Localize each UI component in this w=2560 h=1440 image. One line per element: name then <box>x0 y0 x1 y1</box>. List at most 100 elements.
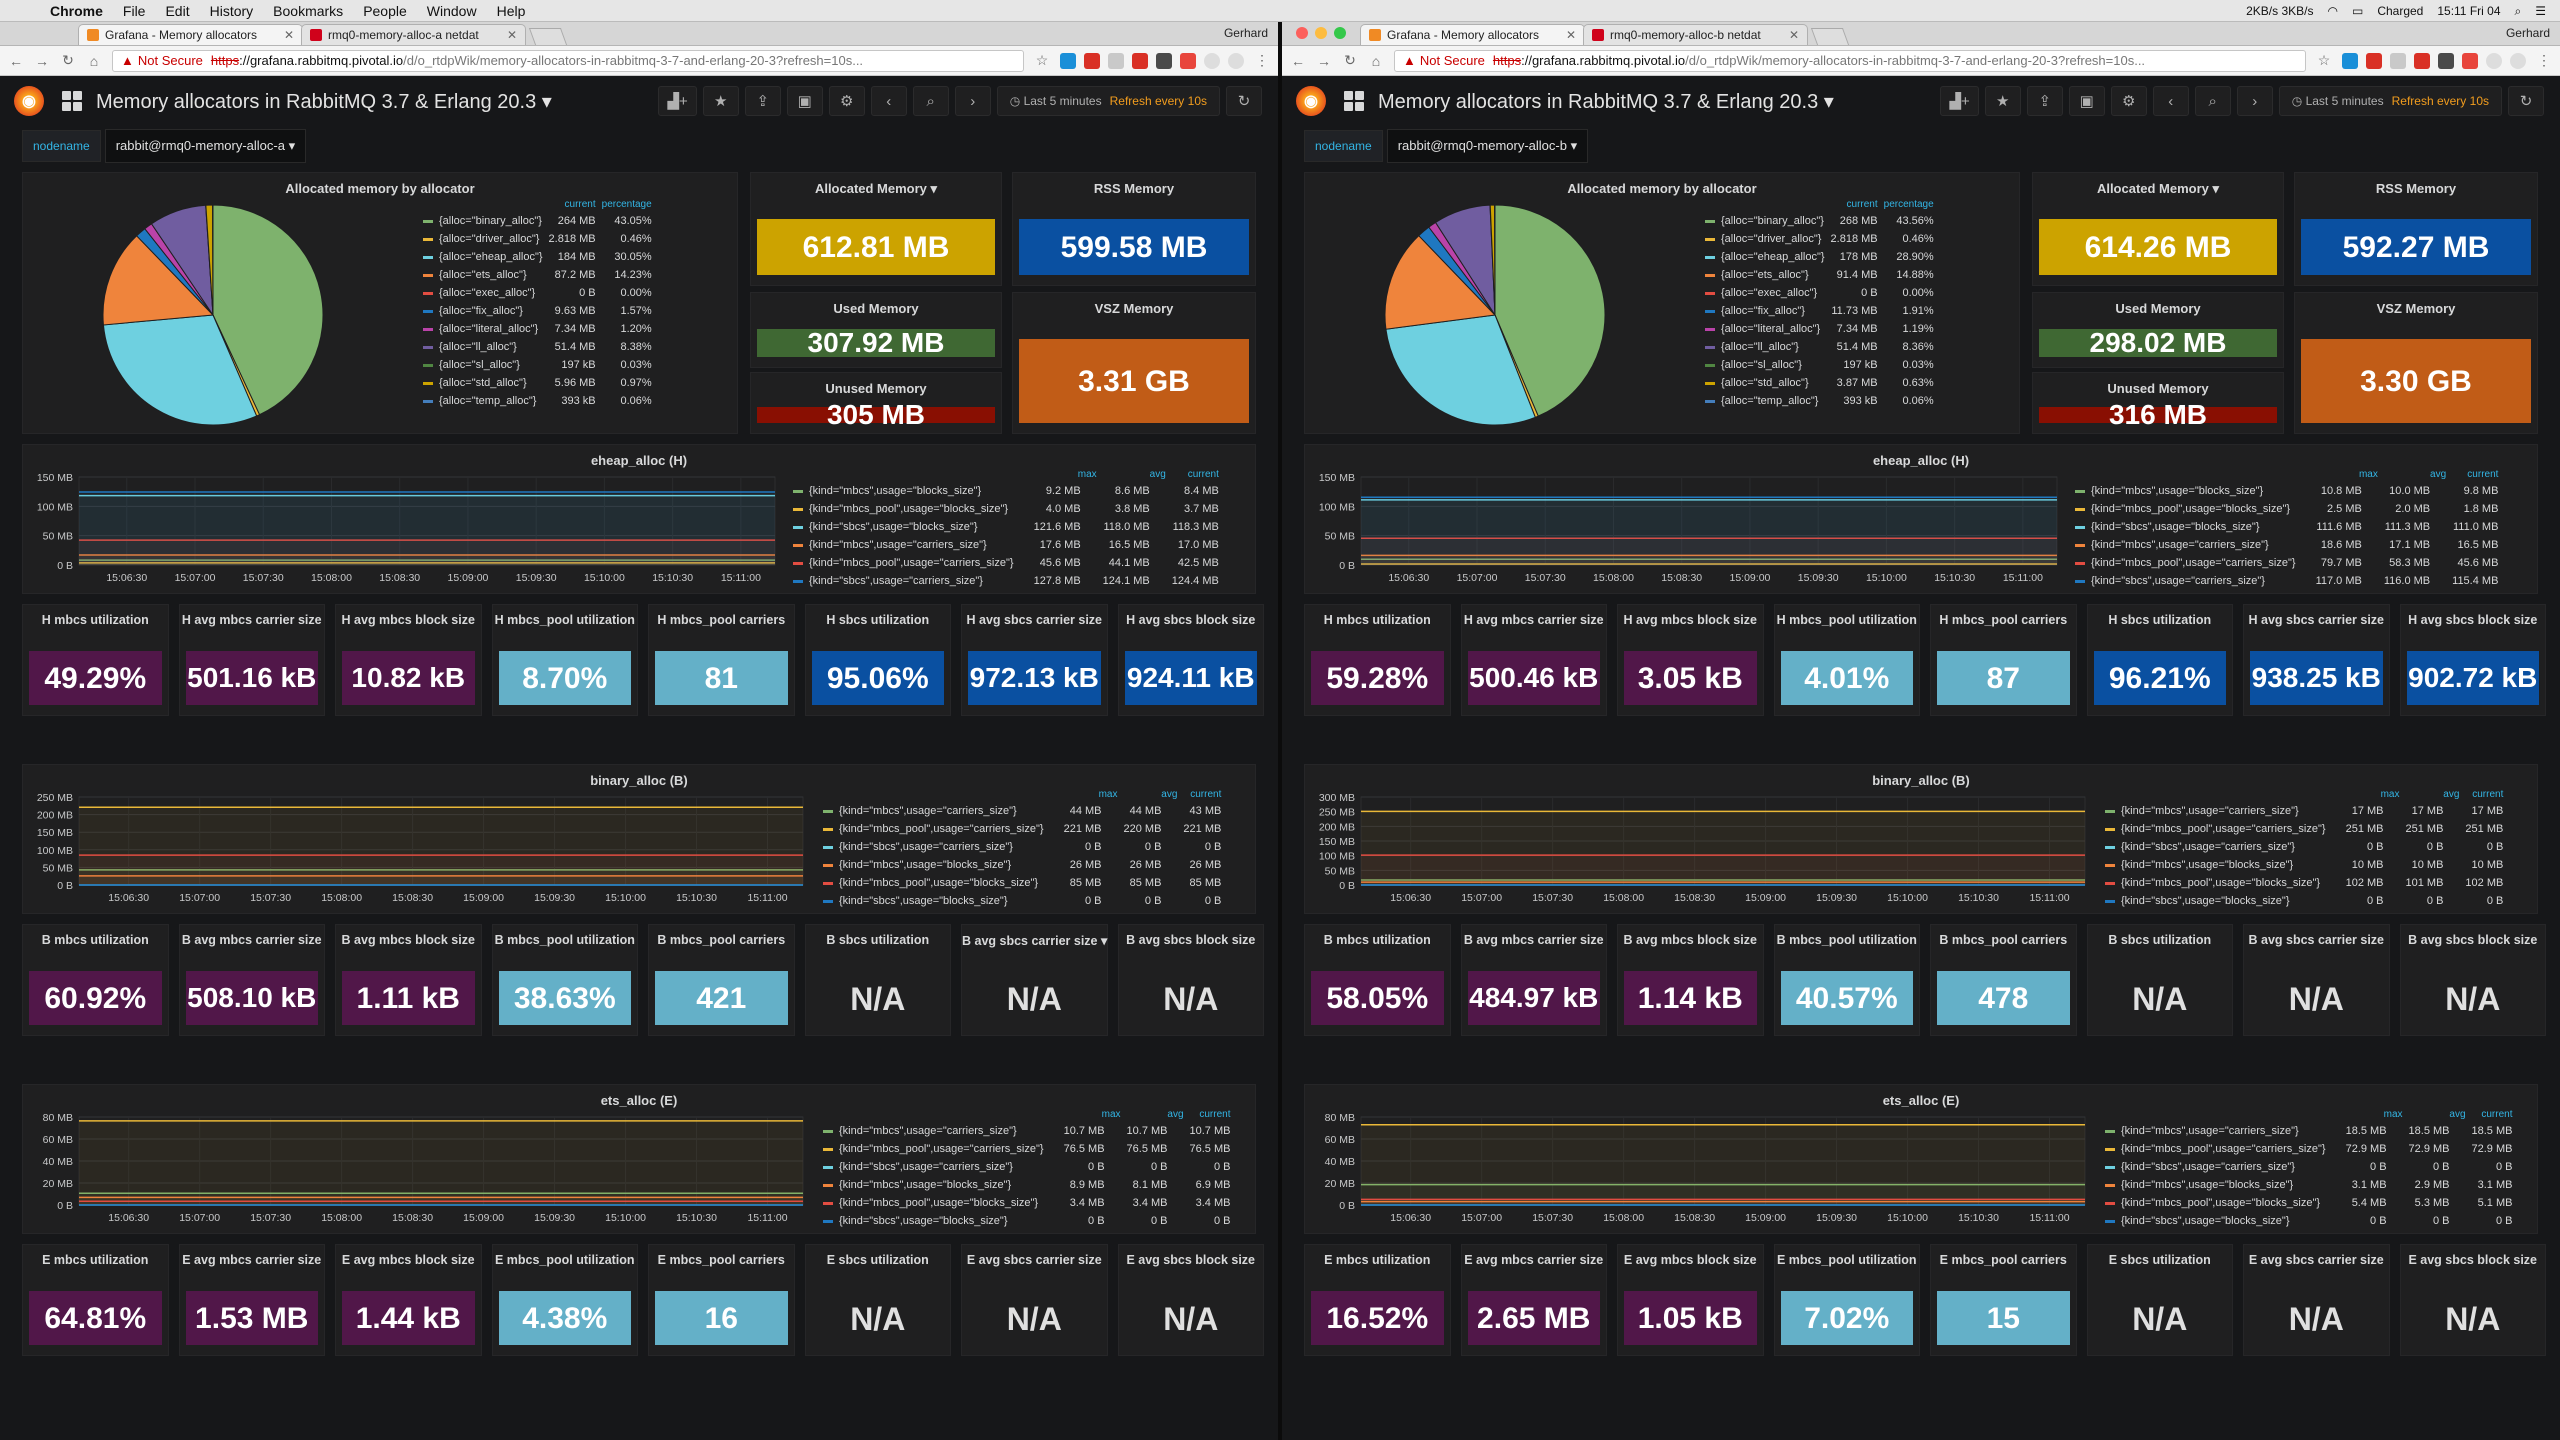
not-secure-label[interactable]: Not Secure <box>1419 53 1485 68</box>
legend-row[interactable]: {kind="sbcs",usage="carriers_size"} 117.0… <box>2075 572 2504 590</box>
legend-row[interactable]: {kind="mbcs_pool",usage="blocks_size"} 2.… <box>2075 500 2504 518</box>
close-tab-icon[interactable]: ✕ <box>283 28 294 42</box>
panel-title[interactable]: E mbcs_pool carriers <box>657 1253 785 1267</box>
extension-icon[interactable] <box>1228 52 1244 69</box>
panel-title[interactable]: Allocated Memory ▾ <box>2096 181 2220 196</box>
panel-title[interactable]: E mbcs_pool utilization <box>1776 1253 1917 1267</box>
clock[interactable]: 15:11 Fri 04 <box>2437 4 2501 18</box>
legend-row[interactable]: {alloc="std_alloc"} 5.96 MB 0.97% <box>423 374 658 392</box>
panel-title[interactable]: B mbcs utilization <box>1323 933 1431 947</box>
reload-icon[interactable]: ↻ <box>1344 52 1356 68</box>
panel-title[interactable]: E mbcs utilization <box>1324 1253 1431 1267</box>
legend-row[interactable]: {alloc="ll_alloc"} 51.4 MB 8.38% <box>423 338 658 356</box>
home-icon[interactable]: ⌂ <box>1371 52 1381 69</box>
menu-help[interactable]: Help <box>496 2 526 19</box>
browser-menu-icon[interactable]: ⋮ <box>2537 52 2551 68</box>
extension-icon[interactable] <box>2390 52 2406 69</box>
tab-netdata[interactable]: rmq0-memory-alloc-a netdat ✕ <box>301 24 526 45</box>
panel-title[interactable]: H avg mbcs block size <box>341 613 475 627</box>
browser-menu-icon[interactable]: ⋮ <box>1255 52 1269 68</box>
panel-title[interactable]: H sbcs utilization <box>2108 613 2212 627</box>
legend-row[interactable]: {kind="sbcs",usage="carriers_size"} 0 B 0 … <box>2105 1158 2518 1176</box>
time-back-icon[interactable]: ‹ <box>2152 86 2189 116</box>
star-icon[interactable]: ★ <box>702 86 739 116</box>
menu-bookmarks[interactable]: Bookmarks <box>273 2 344 19</box>
panel-title[interactable]: H mbcs_pool carriers <box>657 613 786 627</box>
panel-title[interactable]: Unused Memory <box>825 381 927 396</box>
extension-icon[interactable] <box>2366 52 2382 69</box>
battery-icon[interactable]: ▭ <box>2351 4 2364 18</box>
panel-title[interactable]: B mbcs_pool carriers <box>657 933 786 947</box>
legend-row[interactable]: {kind="mbcs",usage="carriers_size"} 44 MB… <box>823 802 1227 820</box>
reload-icon[interactable]: ↻ <box>62 52 74 68</box>
add-panel-icon[interactable]: ▟+ <box>1940 86 1979 116</box>
legend-row[interactable]: {kind="mbcs",usage="blocks_size"} 26 MB 26… <box>823 856 1227 874</box>
time-back-icon[interactable]: ‹ <box>870 86 907 116</box>
legend-row[interactable]: {kind="mbcs",usage="carriers_size"} 17 MB… <box>2105 802 2509 820</box>
home-icon[interactable]: ⌂ <box>89 52 99 69</box>
panel-title[interactable]: E avg sbcs carrier size <box>2248 1253 2384 1267</box>
legend-row[interactable]: {kind="mbcs",usage="carriers_size"} 17.6 … <box>793 536 1225 554</box>
back-icon[interactable]: ← <box>1291 52 1305 69</box>
legend-row[interactable]: {alloc="driver_alloc"} 2.818 MB 0.46% <box>1705 230 1940 248</box>
legend-row[interactable]: {alloc="sl_alloc"} 197 kB 0.03% <box>423 356 658 374</box>
panel-title[interactable]: E mbcs utilization <box>42 1253 149 1267</box>
extension-icon[interactable] <box>2510 52 2526 69</box>
extension-icon[interactable] <box>1060 52 1076 69</box>
legend-row[interactable]: {kind="mbcs_pool",usage="blocks_size"} 3.… <box>823 1194 1236 1212</box>
panel-title[interactable]: E sbcs utilization <box>2108 1253 2211 1267</box>
extension-icon[interactable] <box>1156 52 1172 69</box>
legend-row[interactable]: {kind="mbcs_pool",usage="carriers_size"}… <box>2105 820 2509 838</box>
legend-row[interactable]: {alloc="fix_alloc"} 9.63 MB 1.57% <box>423 302 658 320</box>
legend-row[interactable]: {kind="sbcs",usage="carriers_size"} 0 B 0 … <box>823 1158 1236 1176</box>
grafana-logo-icon[interactable]: ◉ <box>14 86 44 116</box>
share-icon[interactable]: ⇪ <box>744 86 781 116</box>
time-picker[interactable]: ◷ Last 5 minutes Refresh every 10s <box>2278 86 2502 116</box>
legend-row[interactable]: {alloc="ets_alloc"} 87.2 MB 14.23% <box>423 266 658 284</box>
panel-title[interactable]: H avg sbcs block size <box>2408 613 2538 627</box>
panel-title[interactable]: binary_alloc (B) <box>590 773 688 788</box>
panel-title[interactable]: H sbcs utilization <box>826 613 930 627</box>
new-tab-button[interactable] <box>1810 28 1850 45</box>
panel-title[interactable]: VSZ Memory <box>2376 301 2456 316</box>
panel-title[interactable]: eheap_alloc (H) <box>590 453 688 468</box>
legend-row[interactable]: {alloc="eheap_alloc"} 184 MB 30.05% <box>423 248 658 266</box>
panel-title[interactable]: H mbcs_pool utilization <box>1776 613 1917 627</box>
legend-row[interactable]: {alloc="binary_alloc"} 264 MB 43.05% <box>423 212 658 230</box>
close-window-button[interactable] <box>1296 27 1308 39</box>
time-forward-icon[interactable]: › <box>2236 86 2273 116</box>
extension-icon[interactable] <box>2462 52 2478 69</box>
panel-title[interactable]: Allocated memory by allocator <box>1567 181 1757 196</box>
time-picker[interactable]: ◷ Last 5 minutes Refresh every 10s <box>996 86 1220 116</box>
legend-row[interactable]: {kind="mbcs_pool",usage="blocks_size"} 4.… <box>793 500 1225 518</box>
panel-title[interactable]: B avg mbcs block size <box>1623 933 1757 947</box>
panel-title[interactable]: E avg mbcs carrier size <box>1464 1253 1604 1267</box>
spotlight-icon[interactable]: ⌕ <box>2514 3 2522 18</box>
legend-row[interactable]: {alloc="exec_alloc"} 0 B 0.00% <box>423 284 658 302</box>
not-secure-label[interactable]: Not Secure <box>137 53 203 68</box>
zoom-out-icon[interactable]: ⌕ <box>2194 86 2231 116</box>
legend-row[interactable]: {kind="mbcs_pool",usage="carriers_size"}… <box>823 1140 1236 1158</box>
nodename-dropdown[interactable]: rabbit@rmq0-memory-alloc-b ▾ <box>1386 129 1589 163</box>
panel-title[interactable]: H avg mbcs block size <box>1623 613 1757 627</box>
panel-title[interactable]: Allocated Memory ▾ <box>814 181 938 196</box>
panel-title[interactable]: B avg mbcs block size <box>341 933 475 947</box>
panel-title[interactable]: H mbcs utilization <box>41 613 149 627</box>
refresh-icon[interactable]: ↻ <box>1226 86 1262 116</box>
menu-chrome[interactable]: Chrome <box>50 2 103 19</box>
dashboards-grid-icon[interactable] <box>62 91 82 111</box>
legend-row[interactable]: {kind="mbcs",usage="blocks_size"} 10.8 MB… <box>2075 482 2504 500</box>
panel-title[interactable]: eheap_alloc (H) <box>1872 453 1970 468</box>
panel-title[interactable]: H mbcs_pool carriers <box>1939 613 2068 627</box>
legend-row[interactable]: {kind="mbcs",usage="carriers_size"} 10.7 … <box>823 1122 1236 1140</box>
panel-title[interactable]: E avg mbcs carrier size <box>182 1253 322 1267</box>
legend-row[interactable]: {kind="mbcs",usage="blocks_size"} 3.1 MB 2… <box>2105 1176 2518 1194</box>
panel-title[interactable]: H mbcs utilization <box>1323 613 1431 627</box>
nodename-dropdown[interactable]: rabbit@rmq0-memory-alloc-a ▾ <box>104 129 307 163</box>
panel-title[interactable]: B mbcs_pool utilization <box>494 933 635 947</box>
panel-title[interactable]: H avg sbcs block size <box>1126 613 1256 627</box>
panel-title[interactable]: VSZ Memory <box>1094 301 1174 316</box>
panel-title[interactable]: ets_alloc (E) <box>600 1093 678 1108</box>
legend-row[interactable]: {alloc="eheap_alloc"} 178 MB 28.90% <box>1705 248 1940 266</box>
menu-list-icon[interactable]: ☰ <box>2535 4 2546 18</box>
